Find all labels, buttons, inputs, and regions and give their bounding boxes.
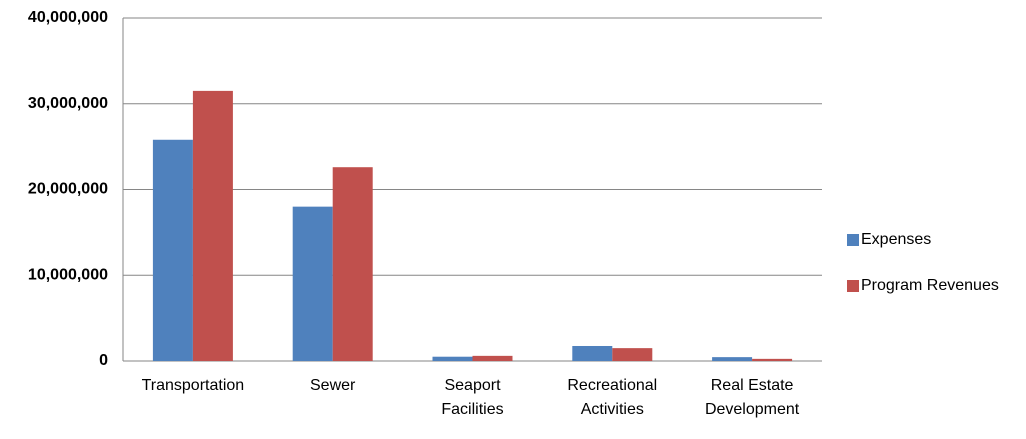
x-tick-label: Recreational Activities [567, 377, 658, 418]
x-tick-label: Real Estate Development [704, 377, 800, 418]
y-tick-label: 30,000,000 [28, 95, 108, 112]
bar [712, 357, 753, 361]
legend-swatch [847, 234, 859, 246]
bar [192, 90, 233, 361]
bar [612, 348, 653, 361]
bar [432, 356, 473, 361]
y-tick-label: 0 [99, 352, 108, 369]
bar [292, 206, 333, 361]
bar [572, 345, 613, 361]
bar [152, 139, 193, 361]
bar [472, 355, 513, 361]
y-tick-label: 20,000,000 [28, 181, 108, 198]
legend-label: Expenses [861, 231, 931, 248]
legend-label: Program Revenues [861, 277, 999, 294]
y-tick-label: 40,000,000 [28, 9, 108, 26]
x-tick-label: Transportation [141, 377, 245, 394]
bar [752, 358, 793, 361]
x-tick-label: Seaport Facilities [441, 377, 504, 418]
x-tick-label: Sewer [310, 377, 356, 394]
legend-swatch [847, 280, 859, 292]
y-tick-label: 10,000,000 [28, 266, 108, 283]
bar [332, 167, 373, 361]
